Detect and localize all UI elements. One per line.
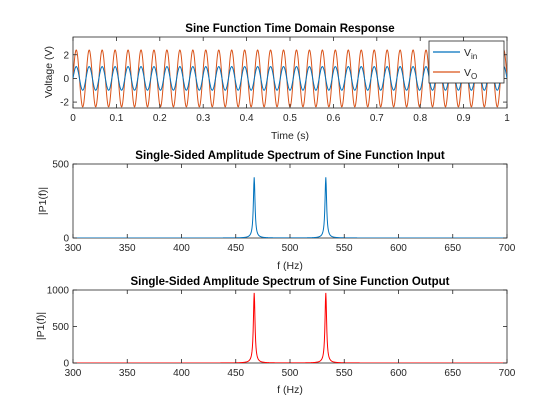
input-spectrum-xtick-label: 700 [499, 243, 516, 254]
time-domain-xtick-label: 0.1 [109, 113, 123, 124]
series-vin-line [73, 66, 507, 91]
time-domain-ylabel: Voltage (V) [43, 46, 55, 98]
output-spectrum-xtick-label: 350 [119, 368, 136, 379]
input-spectrum-ytick-label: 500 [52, 160, 69, 171]
time-domain-xtick-label: 0.8 [413, 113, 427, 124]
input-spectrum-xtick-label: 350 [119, 243, 136, 254]
time-domain-xtick-label: 0.7 [370, 113, 384, 124]
time-domain-xtick-label: 0.4 [240, 113, 254, 124]
time-domain-legend: Vin VO [428, 40, 505, 84]
time-domain-ytick-label: 0 [63, 74, 69, 85]
input-spectrum-xtick-label: 300 [65, 243, 82, 254]
input-spectrum-xtick-label: 600 [390, 243, 407, 254]
input-spectrum-xtick-label: 500 [282, 243, 299, 254]
output-spectrum-xtick-label: 550 [336, 368, 353, 379]
time-domain-xlabel: Time (s) [271, 130, 309, 142]
output-spectrum-xlabel: f (Hz) [277, 384, 303, 396]
legend-label-vo: VO [464, 67, 477, 81]
output-spectrum-xtick-label: 650 [444, 368, 461, 379]
output-spectrum-ytick-label: 500 [52, 322, 69, 333]
time-domain-xtick-label: 0.9 [457, 113, 471, 124]
time-domain-ytick-label: 2 [63, 50, 69, 61]
input-spectrum-title: Single-Sided Amplitude Spectrum of Sine … [135, 150, 445, 162]
time-domain-xtick-label: 0 [70, 113, 76, 124]
time-domain-xtick-label: 0.3 [196, 113, 210, 124]
output-spectrum-ylabel: |P1(f)| [35, 312, 47, 340]
time-domain-ticks: 0 0.1 0.2 0.3 0.4 0.5 0.6 0.7 0.8 0.9 1-202 [60, 37, 510, 124]
time-domain-xtick-label: 0.2 [153, 113, 167, 124]
time-domain-axes: 0 0.1 0.2 0.3 0.4 0.5 0.6 0.7 0.8 0.9 1-202 Sine F… [43, 23, 510, 142]
output-spectrum-plot-area [72, 289, 508, 364]
output-spectrum-ticks: 300 350 400 450 500 550 600 650 700 0 500 1000 [47, 286, 516, 380]
input-spectrum-ytick-label: 0 [63, 234, 69, 245]
input-spectrum-plot-area [72, 163, 508, 239]
legend-box [428, 40, 505, 84]
output-spectrum-xtick-label: 450 [227, 368, 244, 379]
input-spectrum-ylabel: |P1(f)| [37, 187, 49, 215]
time-domain-ytick-label: -2 [60, 98, 69, 109]
output-spectrum-ytick-label: 1000 [47, 286, 70, 297]
input-spectrum-xtick-label: 650 [444, 243, 461, 254]
output-spectrum-axes: 300 350 400 450 500 550 600 650 700 0 500 1000 Sing… [35, 276, 516, 396]
output-spectrum-xtick-label: 300 [65, 368, 82, 379]
time-domain-title: Sine Function Time Domain Response [185, 23, 394, 35]
output-spectrum-xtick-label: 400 [173, 368, 190, 379]
legend-label-vin: Vin [464, 47, 477, 61]
input-spectrum-xtick-label: 400 [173, 243, 190, 254]
input-spectrum-ticks: 300 350 400 450 500 550 600 650 700 0 500 [52, 160, 515, 255]
output-spectrum-title: Single-Sided Amplitude Spectrum of Sine … [130, 276, 449, 288]
time-domain-xtick-label: 0.5 [283, 113, 297, 124]
output-spectrum-xtick-label: 700 [499, 368, 516, 379]
time-domain-xtick-label: 0.6 [326, 113, 340, 124]
output-spectrum-xtick-label: 500 [282, 368, 299, 379]
input-spectrum-xlabel: f (Hz) [277, 260, 303, 272]
input-spectrum-xtick-label: 450 [227, 243, 244, 254]
output-spectrum-xtick-label: 600 [390, 368, 407, 379]
input-spectrum-axes: 300 350 400 450 500 550 600 650 700 0 500 Single-S… [37, 150, 516, 272]
time-domain-xtick-label: 1 [504, 113, 510, 124]
output-spectrum-ytick-label: 0 [63, 359, 69, 370]
input-spectrum-xtick-label: 550 [336, 243, 353, 254]
